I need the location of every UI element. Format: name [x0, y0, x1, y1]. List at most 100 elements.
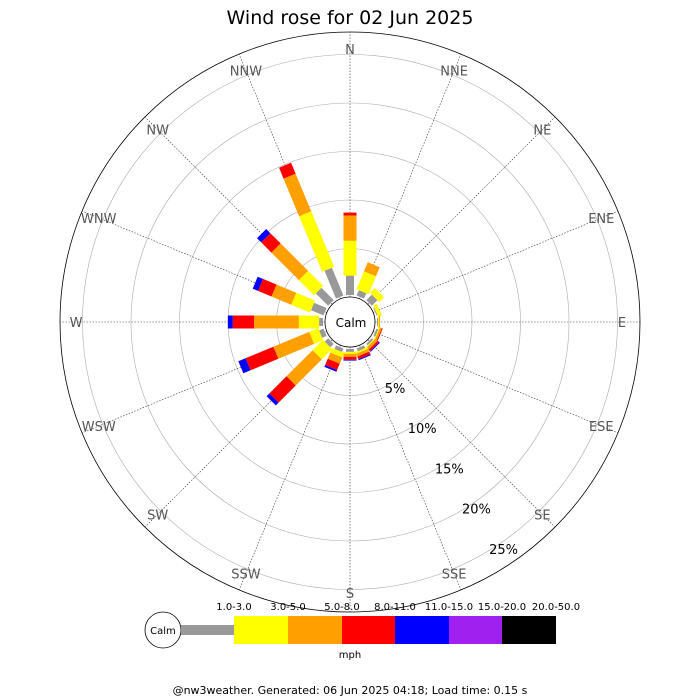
bar-wnw-bin-2: [271, 284, 297, 305]
legend-swatch-2: [288, 616, 342, 644]
bar-ese-bin-0: [373, 328, 379, 337]
bar-sse-bin-0: [356, 345, 366, 352]
grid-spoke: [372, 331, 619, 434]
bar-e-bin-1: [378, 315, 379, 329]
bar-w-bin-2: [254, 315, 299, 329]
bar-sse-bin-3: [357, 351, 371, 360]
bar-n-bin-0: [346, 275, 354, 295]
bar-w-bin-0: [319, 318, 323, 326]
bar-s-bin-3: [343, 356, 357, 360]
grid-spoke: [144, 116, 333, 305]
bar-sw-bin-0: [324, 338, 334, 348]
legend-calm-label: Calm: [150, 626, 176, 637]
bar-ssw-bin-0: [334, 345, 344, 353]
grid-spoke: [144, 339, 333, 528]
direction-label-ne: NE: [533, 124, 551, 139]
bar-wsw-bin-2: [273, 331, 315, 359]
direction-label-wsw: WSW: [82, 420, 116, 435]
bar-s-bin-0: [346, 349, 354, 352]
legend-units: mph: [339, 650, 361, 661]
legend-bin-label: 3.0-5.0: [270, 602, 305, 613]
direction-label-ssw: SSW: [231, 567, 261, 582]
bar-se-bin-0: [366, 338, 374, 346]
bar-sse-bin-2: [356, 348, 370, 357]
ring-label: 5%: [385, 382, 406, 397]
bar-e-bin-0: [377, 318, 378, 326]
bar-n-bin-1: [343, 240, 357, 276]
direction-label-nnw: NNW: [230, 65, 262, 80]
bar-se-bin-1: [365, 337, 376, 348]
bar-wsw-bin-1: [309, 328, 324, 344]
bar-ssw-bin-1: [330, 348, 345, 358]
bar-nw-bin-4: [257, 229, 271, 243]
bar-nw-bin-1: [298, 270, 324, 296]
direction-label-w: W: [70, 316, 83, 331]
direction-labels: N NNE NE ENE E ESE SE SSE S SSW SW WSW W WNW NW NNW: [70, 43, 627, 602]
direction-label-ese: ESE: [589, 420, 614, 435]
grid-spoke: [359, 53, 462, 300]
legend-swatch-5: [449, 616, 502, 644]
calm-circle: [324, 296, 376, 348]
grid-spoke: [367, 116, 556, 305]
ring-label: 20%: [462, 503, 491, 518]
bar-wnw-bin-3: [258, 278, 277, 297]
bar-n-bin-3: [343, 212, 357, 216]
bar-nnw-bin-1: [299, 211, 335, 272]
legend-bin-label: 20.0-50.0: [532, 602, 580, 613]
bar-wnw-bin-0: [311, 302, 327, 316]
bar-w-bin-3: [232, 315, 255, 329]
grid-spoke: [367, 339, 556, 528]
bar-s-bin-4: [343, 359, 357, 361]
direction-label-nne: NNE: [440, 65, 468, 80]
grid-spoke: [372, 210, 619, 313]
legend-swatch-3: [342, 616, 395, 644]
bar-w-bin-1: [298, 315, 320, 329]
bar-ssw-bin-3: [325, 358, 340, 370]
bar-nne-bin-1: [356, 271, 376, 295]
calm-label: Calm: [336, 316, 367, 330]
direction-label-e: E: [618, 316, 626, 331]
direction-label-ene: ENE: [588, 212, 614, 227]
bar-sw-bin-4: [266, 393, 279, 406]
direction-label-nw: NW: [146, 124, 169, 139]
bar-nw-bin-0: [315, 287, 334, 306]
direction-label-se: SE: [534, 508, 550, 523]
bar-ese-bin-3: [376, 328, 383, 341]
calm-center: Calm: [324, 296, 376, 348]
legend-bin-label: 15.0-20.0: [478, 602, 526, 613]
grid-ring: [130, 102, 570, 542]
bar-se-bin-4: [370, 342, 380, 352]
direction-label-s: S: [346, 587, 354, 602]
bar-n-bin-2: [343, 215, 357, 241]
footer-text: @nw3weather. Generated: 06 Jun 2025 04:1…: [173, 684, 528, 697]
ring-label: 10%: [408, 422, 437, 437]
bar-sse-bin-1: [355, 347, 369, 354]
chart-title: Wind rose for 02 Jun 2025: [227, 7, 474, 29]
legend-swatch-6: [502, 616, 556, 644]
bar-s-bin-1: [343, 351, 357, 354]
bar-wnw-bin-4: [252, 276, 263, 291]
direction-label-sw: SW: [147, 508, 168, 523]
bar-w-bin-4: [227, 315, 233, 329]
bar-nw-bin-3: [261, 233, 281, 253]
bar-ese-bin-2: [375, 327, 382, 341]
bar-sw-bin-1: [312, 339, 333, 360]
bar-sw-bin-2: [286, 350, 322, 386]
bar-wsw-bin-4: [238, 358, 251, 374]
direction-label-sse: SSE: [442, 567, 467, 582]
bar-sse-bin-4: [358, 354, 371, 361]
grid-spoke: [359, 344, 462, 591]
grid-spoke: [81, 331, 328, 434]
bar-se-bin-3: [368, 340, 380, 352]
bar-e-bin-2: [378, 315, 380, 329]
bar-nnw-bin-3: [279, 162, 296, 179]
bar-ssw-bin-4: [324, 365, 338, 372]
bar-s-bin-2: [343, 353, 357, 357]
legend-swatch-4: [395, 616, 449, 644]
ring-label: 25%: [489, 543, 518, 558]
legend-swatch-1: [234, 616, 288, 644]
bar-ssw-bin-2: [327, 352, 343, 364]
legend-bin-label: 5.0-8.0: [324, 602, 359, 613]
grid-ring: [82, 54, 618, 590]
